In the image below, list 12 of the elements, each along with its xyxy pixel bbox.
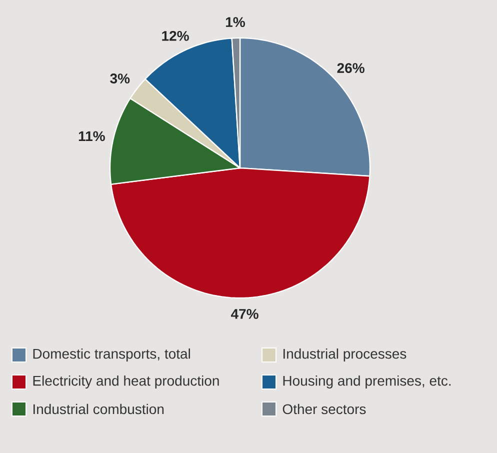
data-label: 12%: [162, 30, 189, 41]
legend-label: Housing and premises, etc.: [283, 375, 451, 389]
data-label: 11%: [78, 131, 105, 142]
legend-label: Industrial combustion: [33, 404, 164, 414]
legend-label: Other sectors: [282, 404, 366, 414]
data-label: 47%: [230, 309, 258, 319]
data-label: 26%: [337, 63, 364, 74]
legend-label: Industrial processes: [283, 348, 406, 362]
legend-label: Electricity and heat production: [33, 375, 219, 389]
legend-label: Domestic transports, total: [33, 348, 190, 362]
data-label: 3%: [110, 74, 130, 84]
data-label: 1%: [226, 17, 245, 27]
